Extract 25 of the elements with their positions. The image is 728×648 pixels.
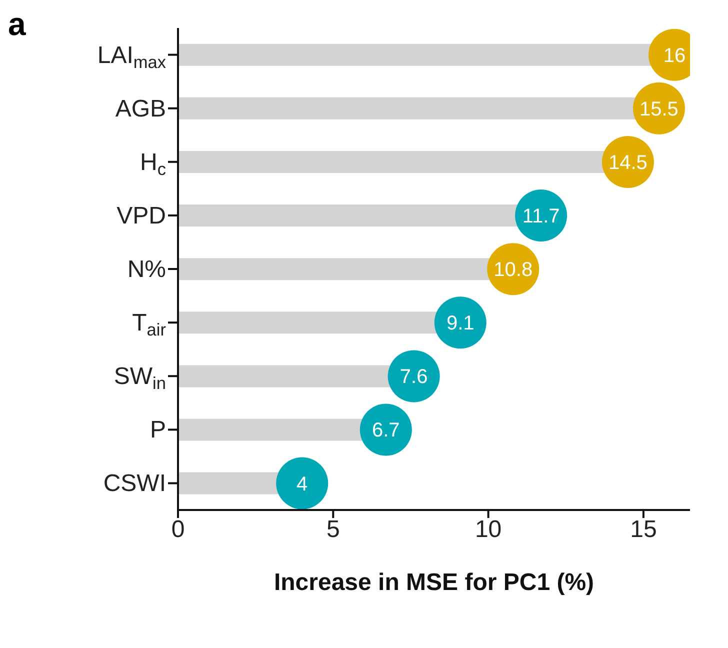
y-tick-label: T$_{air}$	[132, 310, 166, 340]
x-tick-label: 15	[630, 516, 657, 544]
x-axis-title: Increase in MSE for PC1 (%)	[274, 569, 594, 596]
y-tick-label: SW$_{in}$	[114, 363, 166, 394]
point	[276, 457, 328, 510]
data-label: 10.8	[494, 259, 533, 282]
y-tick-label: AGB	[115, 95, 166, 122]
y-tick-label: H$_{c}$	[140, 148, 166, 179]
data-label: 4	[296, 473, 308, 496]
data-label: 9.1	[446, 312, 474, 335]
y-tick-label: P	[150, 416, 166, 444]
data-label: 14.5	[608, 152, 648, 174]
data-label: 16	[663, 44, 686, 67]
data-label: 6.7	[372, 420, 400, 442]
data-label: 7.6	[400, 366, 428, 388]
chart-title: a	[8, 6, 26, 42]
x-tick-label: 0	[171, 516, 185, 544]
y-tick-label: CSWI	[103, 470, 166, 498]
y-tick-label: LAI$_{max}$	[97, 42, 166, 72]
y-tick-label: VPD	[116, 202, 166, 230]
y-tick-label: N%	[127, 256, 166, 283]
x-tick-label: 5	[326, 516, 340, 544]
x-tick-label: 10	[474, 516, 502, 544]
data-label: 11.7	[522, 206, 560, 228]
data-label: 15.5	[640, 98, 678, 120]
